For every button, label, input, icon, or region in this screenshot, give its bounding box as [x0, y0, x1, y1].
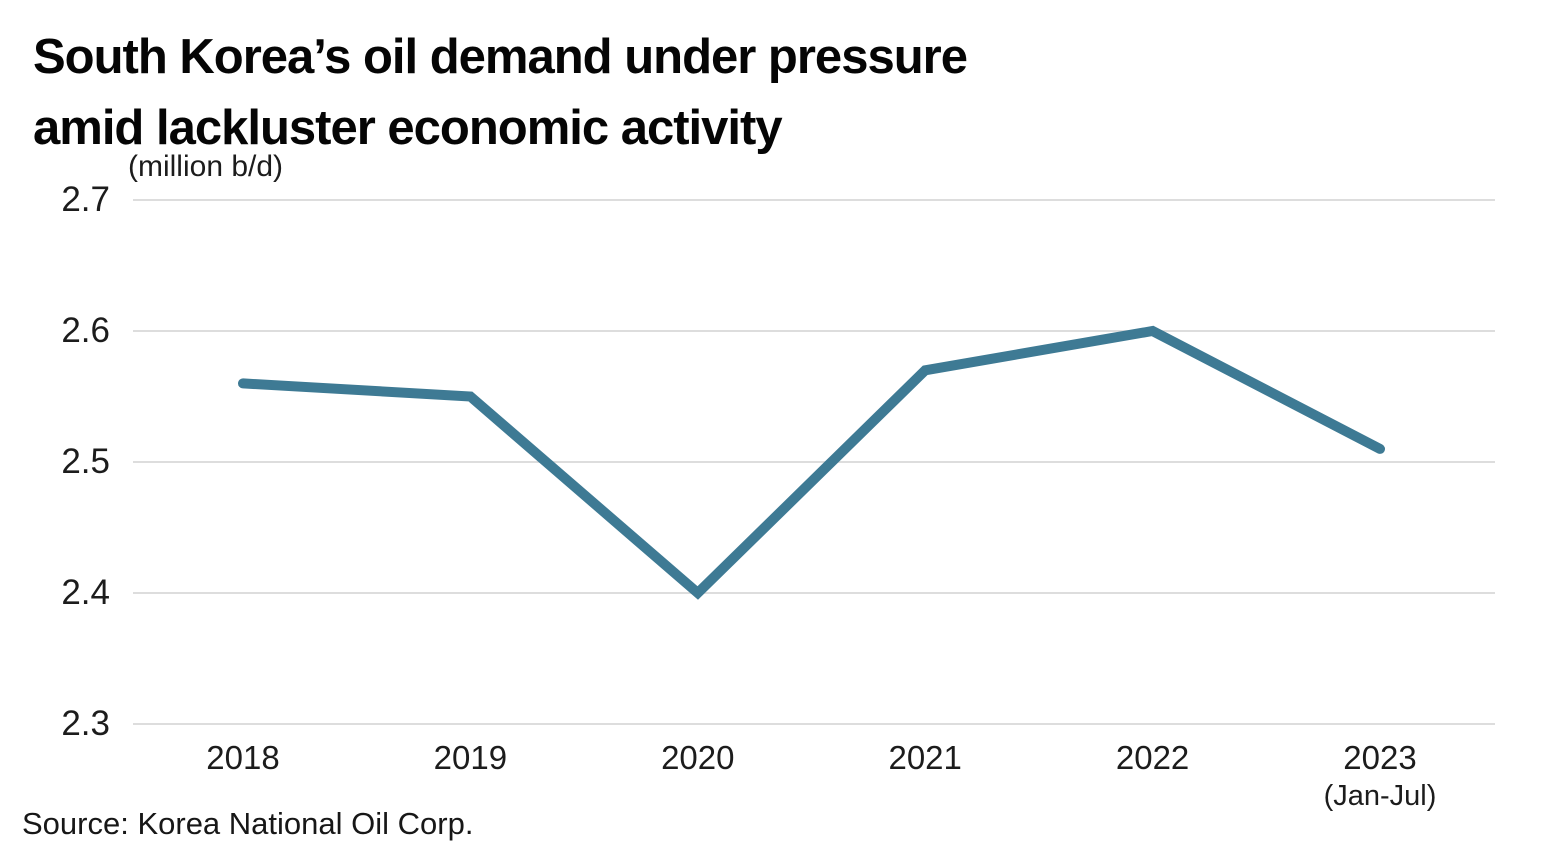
- x-tick-sublabel: (Jan-Jul): [1323, 780, 1437, 812]
- x-tick-year: 2023: [1343, 739, 1417, 776]
- x-tick-label: 2019: [360, 738, 580, 778]
- y-tick-label: 2.7: [61, 180, 110, 219]
- chart-title-line-2: amid lackluster economic activity: [33, 101, 783, 155]
- x-tick-label: 2023 (Jan-Jul): [1270, 738, 1490, 814]
- x-tick-year: 2018: [206, 739, 280, 776]
- source-attribution: Source: Korea National Oil Corp.: [22, 806, 474, 841]
- x-tick-label: 2020: [588, 738, 808, 778]
- y-tick-label: 2.5: [61, 442, 110, 481]
- x-tick-year: 2019: [433, 739, 508, 776]
- x-tick-year: 2022: [1115, 739, 1190, 776]
- x-tick-label: 2018: [133, 738, 353, 778]
- x-tick-year: 2020: [661, 739, 735, 776]
- chart-title-line-1: South Korea’s oil demand under pressure: [33, 30, 968, 84]
- y-axis-unit-label: (million b/d): [128, 150, 284, 183]
- y-tick-label: 2.6: [61, 311, 110, 350]
- x-tick-label: 2021: [815, 738, 1035, 778]
- oil-demand-line: [238, 325, 1385, 600]
- chart-title: South Korea’s oil demand under pressure …: [33, 22, 968, 164]
- y-tick-label: 2.4: [61, 573, 110, 612]
- x-tick-year: 2021: [888, 739, 962, 776]
- y-tick-label: 2.3: [61, 704, 110, 743]
- x-tick-label: 2022: [1043, 738, 1263, 778]
